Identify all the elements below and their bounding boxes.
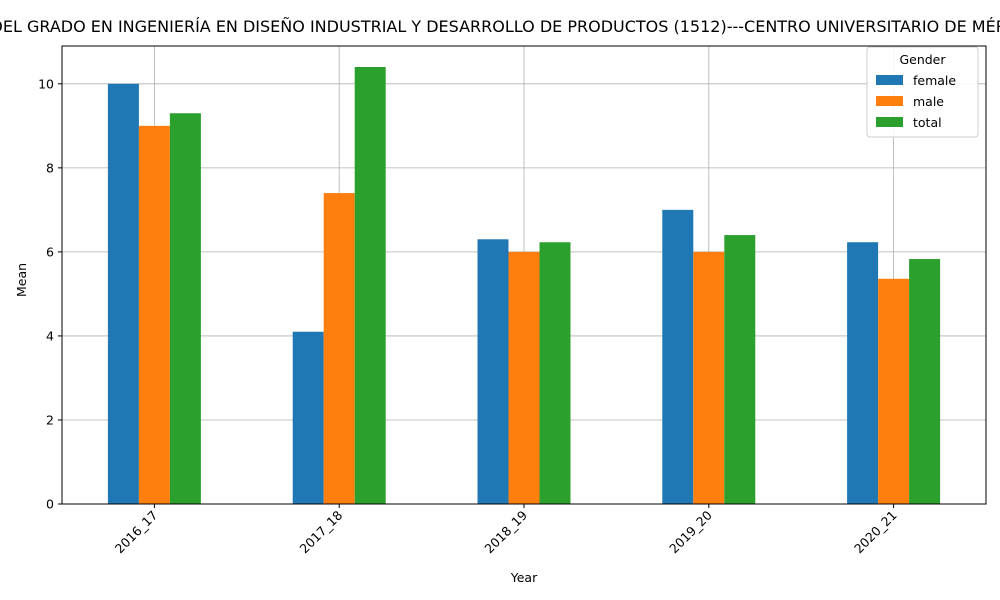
legend-swatch-male	[876, 96, 903, 106]
bar-female-2020_21	[847, 242, 879, 504]
y-axis-label: Mean	[14, 263, 29, 297]
x-tick-label: 2018_19	[481, 507, 530, 556]
y-tick-label: 4	[46, 328, 54, 343]
bar-male-2016_17	[138, 125, 170, 504]
chart-title: DATOS DEL GRADO EN INGENIERÍA EN DISEÑO …	[0, 17, 1000, 36]
legend-label-male: male	[913, 94, 944, 109]
y-tick-label: 8	[46, 160, 54, 175]
bar-total-2018_19	[539, 242, 571, 504]
legend-swatch-female	[876, 75, 903, 85]
bar-male-2018_19	[508, 251, 540, 504]
legend-label-female: female	[913, 73, 956, 88]
x-tick-label: 2017_18	[297, 507, 346, 556]
bar-female-2016_17	[107, 83, 139, 504]
legend: Gender female male total	[866, 46, 979, 138]
x-axis-label: Year	[510, 570, 538, 585]
bar-total-2017_18	[354, 67, 386, 505]
bar-total-2020_21	[909, 259, 941, 504]
bar-female-2018_19	[477, 239, 509, 504]
legend-label-total: total	[913, 115, 942, 130]
legend-swatch-total	[876, 117, 903, 127]
bar-female-2019_20	[662, 209, 694, 504]
x-tick-label: 2020_21	[851, 508, 900, 557]
y-tick-label: 6	[46, 244, 54, 259]
bars	[107, 67, 941, 505]
y-tick-label: 10	[38, 76, 54, 91]
x-tick-label: 2019_20	[666, 507, 715, 556]
legend-title: Gender	[899, 52, 946, 67]
x-tick-label: 2016_17	[112, 508, 161, 557]
bar-male-2017_18	[323, 193, 355, 505]
bar-male-2019_20	[693, 251, 725, 504]
bar-male-2020_21	[878, 278, 910, 504]
bar-total-2019_20	[724, 235, 756, 504]
bar-total-2016_17	[169, 113, 201, 504]
y-tick-label: 2	[46, 412, 54, 427]
y-tick-label: 0	[46, 497, 54, 512]
bar-female-2017_18	[292, 331, 324, 504]
legend-box	[866, 46, 979, 138]
